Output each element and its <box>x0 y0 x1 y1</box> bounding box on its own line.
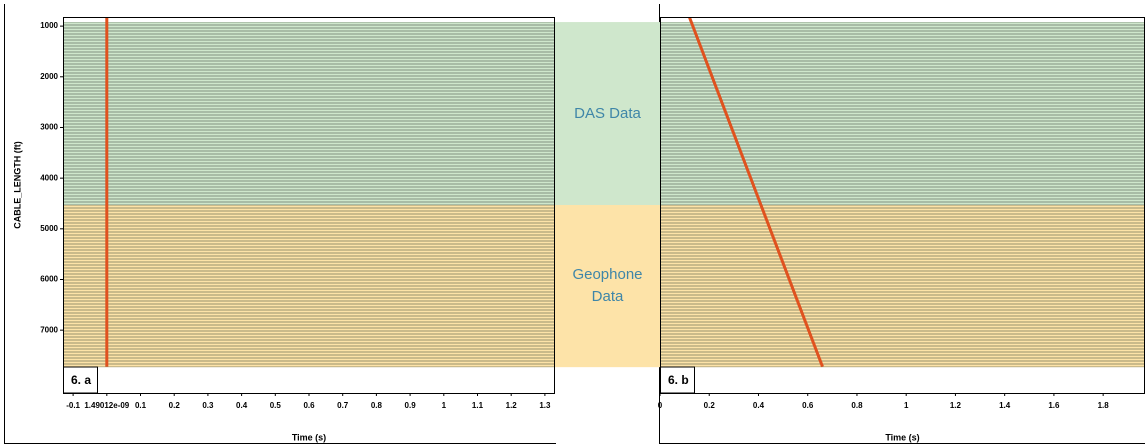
x-tick-label: 1.6 <box>1048 401 1060 410</box>
x-tick-label: 1.4 <box>999 401 1011 410</box>
first-arrival-line <box>688 16 824 368</box>
panel-label-box <box>660 366 695 394</box>
x-tick-label: 1.8 <box>1098 401 1110 410</box>
panel-label: 6. b <box>668 373 689 387</box>
x-axis-label: Time (s) <box>885 432 919 442</box>
x-axis-label: Time (s) <box>292 432 326 442</box>
y-axis-label: CABLE_LENGTH (ft) <box>12 141 22 229</box>
y-tick-label: 4000 <box>40 173 58 182</box>
x-tick-label: 1.1 <box>472 401 484 410</box>
trace-texture <box>660 22 1145 206</box>
y-tick-label: 2000 <box>40 72 58 81</box>
x-tick-label: 0.8 <box>371 401 383 410</box>
x-tick-label: 1.3 <box>539 401 551 410</box>
x-tick-label: 0.5 <box>270 401 282 410</box>
x-tick-label: 0.4 <box>236 401 248 410</box>
trace-texture <box>63 205 555 368</box>
x-tick-label: 1.2 <box>506 401 518 410</box>
x-tick-label: 0 <box>658 401 663 410</box>
x-tick-label: 0.8 <box>851 401 863 410</box>
region-label: DAS Data <box>574 104 641 122</box>
trace-texture <box>63 22 555 206</box>
x-tick-label: 0.2 <box>169 401 181 410</box>
x-tick-label: 1.2 <box>950 401 962 410</box>
x-tick-label: -0.1 <box>66 401 80 410</box>
x-tick-label: 1.49012e-09 <box>84 401 129 410</box>
x-tick-label: 0.3 <box>202 401 214 410</box>
y-tick-label: 5000 <box>40 224 58 233</box>
x-tick-label: 0.7 <box>337 401 349 410</box>
x-tick-label: 0.6 <box>303 401 315 410</box>
x-tick-label: 1 <box>904 401 909 410</box>
x-tick-label: 1 <box>442 401 447 410</box>
panel-label-box <box>63 366 98 394</box>
y-tick-label: 7000 <box>40 325 58 334</box>
y-tick-label: 3000 <box>40 123 58 132</box>
x-tick-label: 0.6 <box>802 401 814 410</box>
y-tick-label: 6000 <box>40 275 58 284</box>
region-label: Geophone Data <box>572 266 643 306</box>
panel-label: 6. a <box>71 373 91 387</box>
x-tick-label: 0.9 <box>405 401 417 410</box>
x-tick-label: 0.4 <box>753 401 765 410</box>
y-tick-label: 1000 <box>40 21 58 30</box>
x-tick-label: 0.1 <box>135 401 147 410</box>
x-tick-label: 0.2 <box>704 401 716 410</box>
trace-texture <box>660 205 1145 368</box>
